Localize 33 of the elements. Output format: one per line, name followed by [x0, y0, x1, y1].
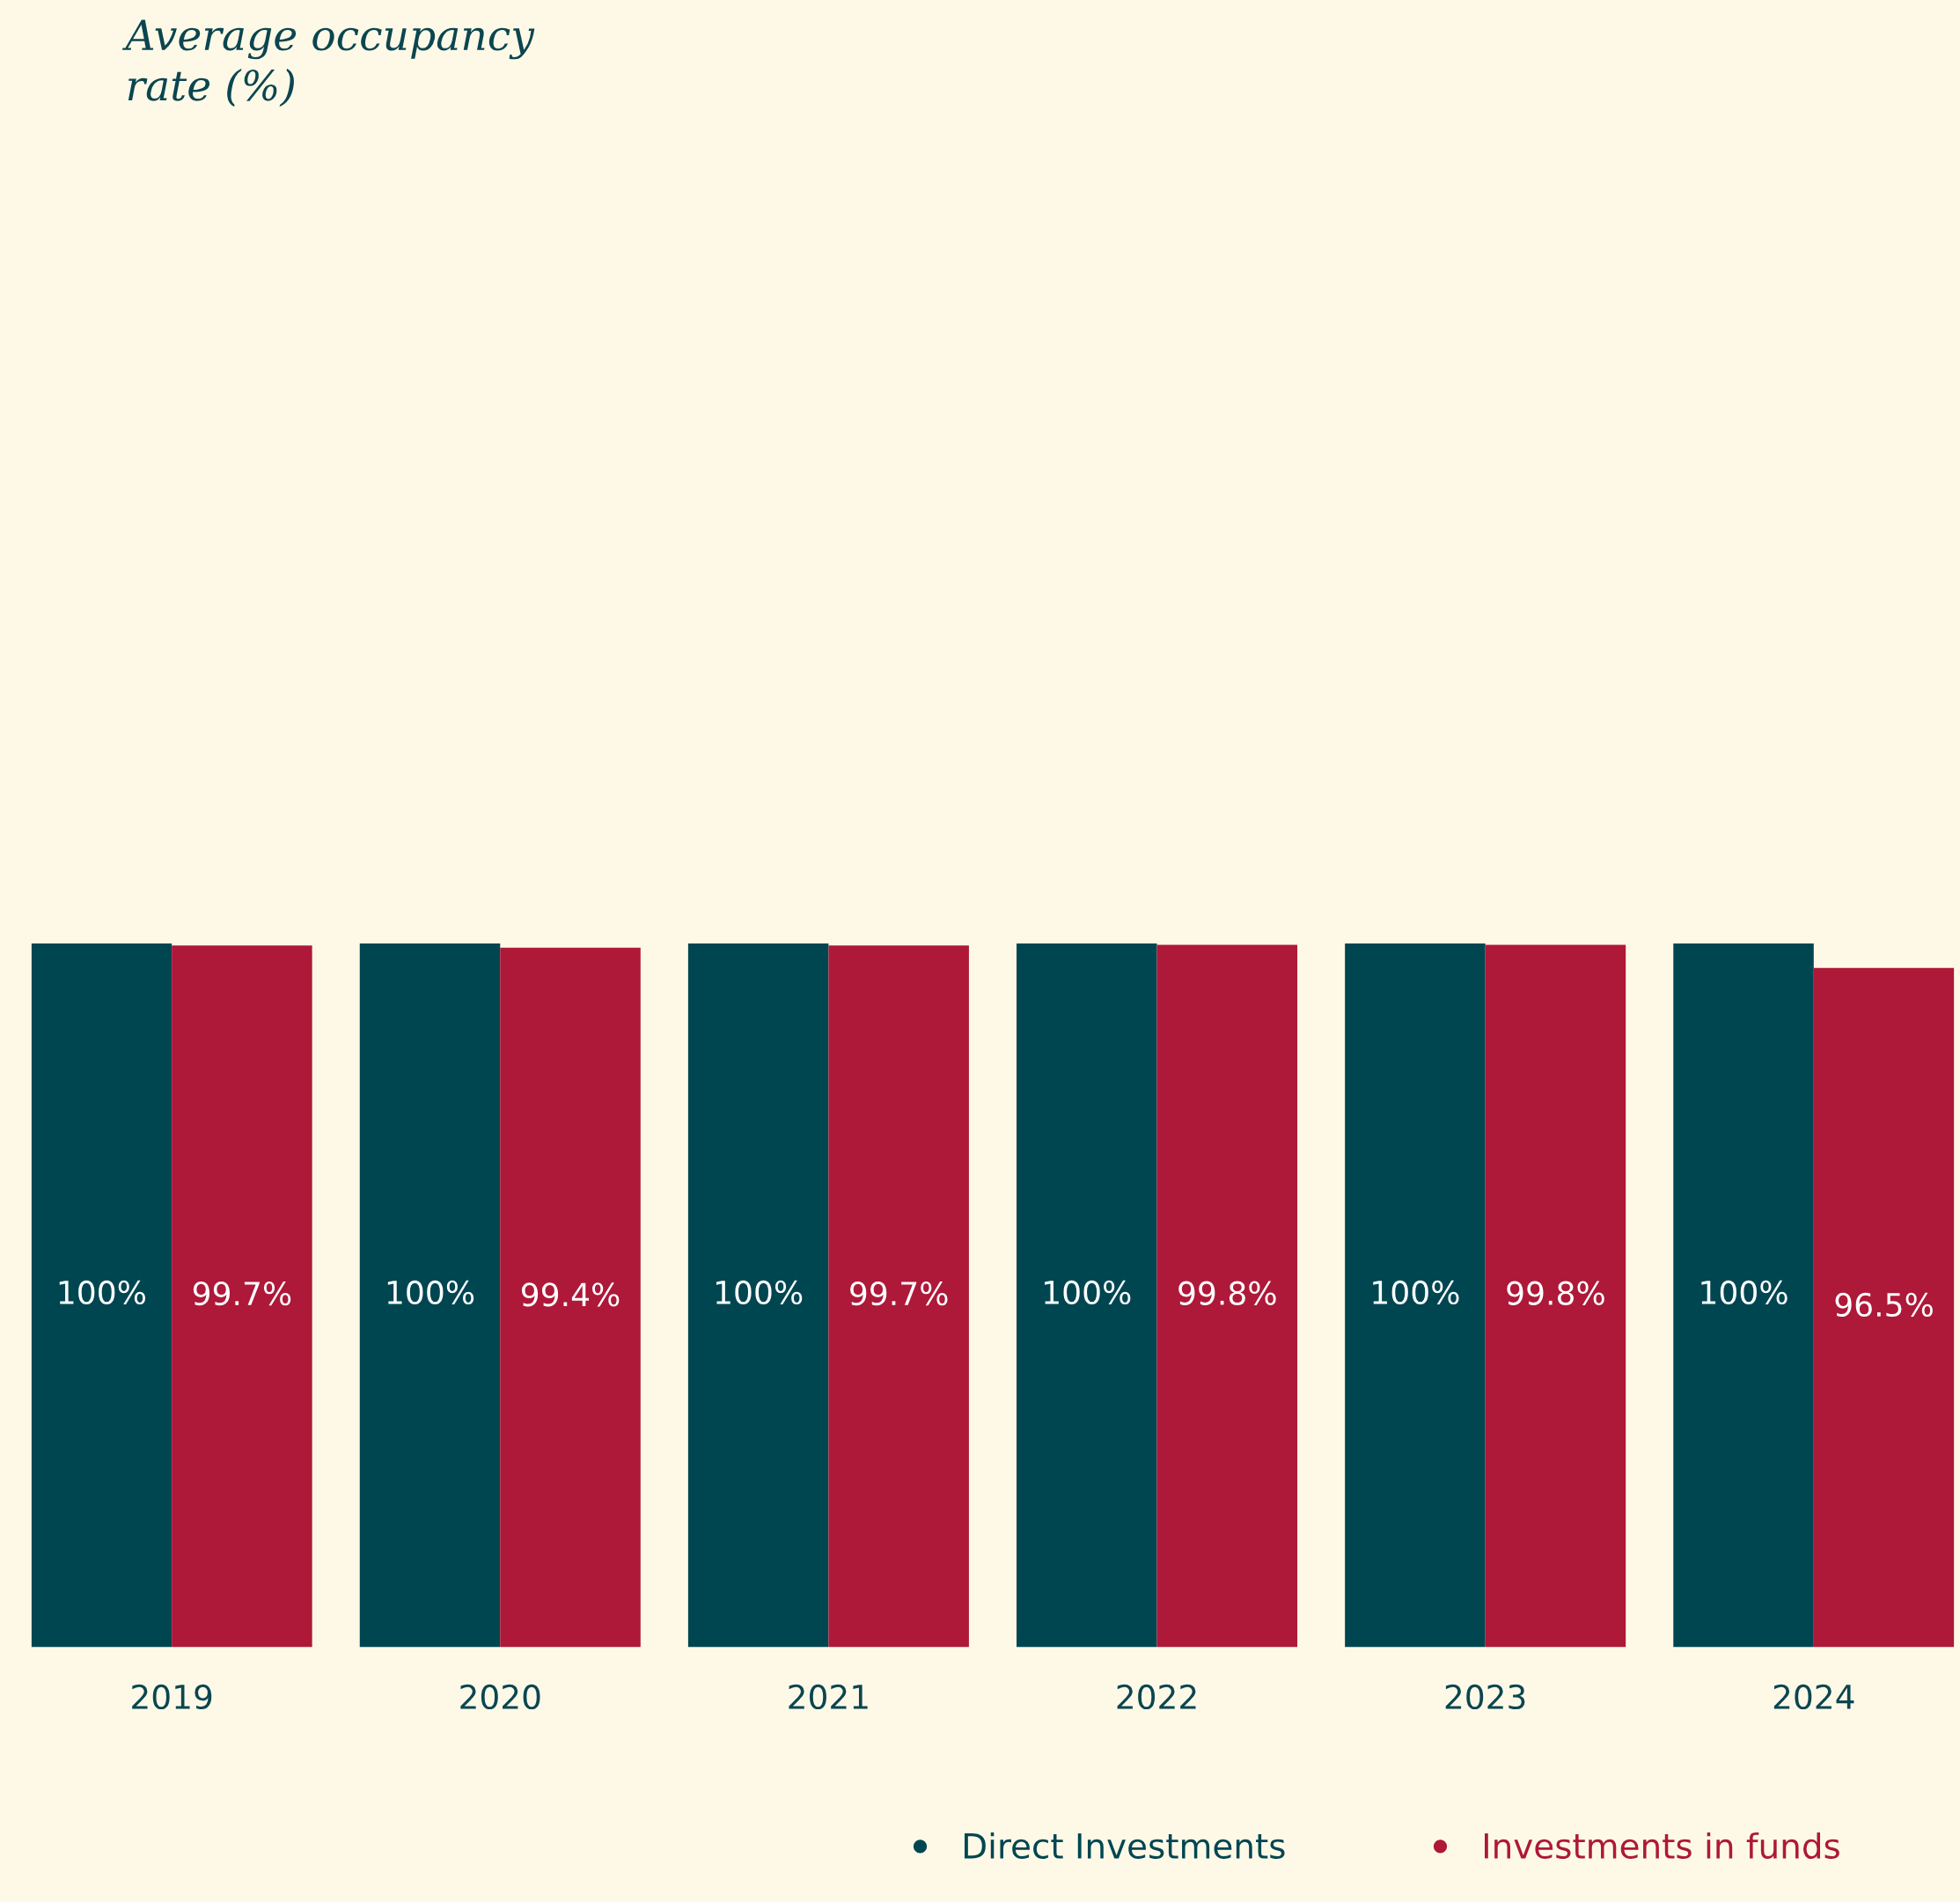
- bar: [828, 945, 969, 1648]
- data-label: 99.7%: [193, 1281, 291, 1306]
- data-label: 99.7%: [850, 1281, 948, 1306]
- x-tick-label: 2022: [1117, 1684, 1196, 1710]
- data-label: 100%: [1045, 1280, 1131, 1305]
- bar: [172, 945, 312, 1648]
- bar: [1673, 943, 1814, 1648]
- x-tick-label: 2020: [460, 1684, 540, 1710]
- bar: [500, 947, 641, 1648]
- data-label: 99.8%: [1178, 1281, 1276, 1305]
- bar: [1017, 943, 1157, 1648]
- x-tick-label: 2024: [1773, 1684, 1854, 1710]
- bar: [359, 943, 501, 1648]
- bar: [1485, 944, 1626, 1648]
- data-label: 100%: [1373, 1280, 1459, 1305]
- x-tick-label: 2021: [789, 1684, 868, 1710]
- chart-title: Average occupancy rate (%): [121, 19, 535, 107]
- bar: [687, 943, 829, 1648]
- bar: [1156, 944, 1298, 1648]
- x-tick-label: 2019: [132, 1684, 212, 1710]
- data-label: 96.5%: [1835, 1292, 1933, 1318]
- bar: [31, 943, 173, 1648]
- data-label: 100%: [1701, 1280, 1787, 1305]
- data-label: 99.4%: [521, 1282, 620, 1307]
- data-label: 99.8%: [1507, 1281, 1604, 1305]
- data-label: 100%: [59, 1280, 146, 1305]
- legend-label: Direct Investments: [965, 1832, 1285, 1859]
- bar: [1813, 967, 1955, 1648]
- bar: [1345, 943, 1486, 1648]
- data-label: 100%: [387, 1280, 474, 1305]
- x-tick-label: 2023: [1445, 1684, 1525, 1710]
- legend-label: Investments in funds: [1484, 1832, 1839, 1859]
- data-label: 100%: [716, 1280, 803, 1305]
